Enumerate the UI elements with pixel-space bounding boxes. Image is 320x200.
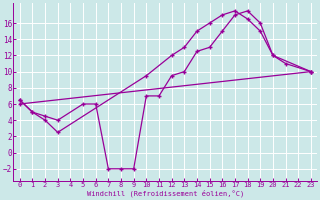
X-axis label: Windchill (Refroidissement éolien,°C): Windchill (Refroidissement éolien,°C): [87, 190, 244, 197]
